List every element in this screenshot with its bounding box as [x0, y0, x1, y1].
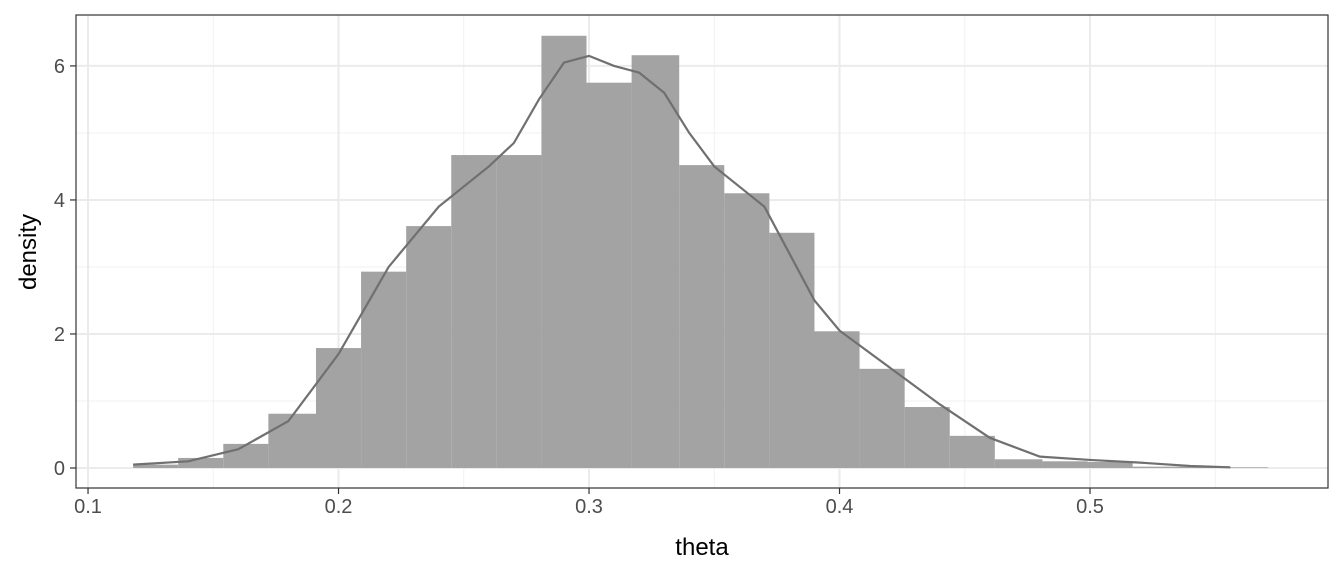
histogram-bar	[994, 459, 1043, 468]
histogram-bar	[724, 193, 770, 468]
y-tick-label: 6	[54, 56, 65, 78]
histogram-bar	[361, 271, 407, 468]
histogram-bar	[541, 35, 587, 468]
histogram-bar	[451, 155, 497, 468]
y-tick-label: 2	[54, 324, 65, 346]
x-axis-title: theta	[675, 534, 729, 561]
histogram-bar	[178, 457, 224, 468]
histogram-bar	[859, 368, 905, 468]
y-axis-title: density	[15, 214, 42, 290]
histogram-bar	[406, 226, 452, 468]
panel-border	[75, 14, 1329, 489]
histogram-bar	[1132, 466, 1178, 468]
histogram-bar	[586, 82, 632, 468]
x-tick-label: 0.3	[575, 496, 603, 518]
histogram-bar	[949, 435, 995, 468]
x-tick-label: 0.1	[74, 496, 102, 518]
histogram-bar	[769, 232, 815, 468]
histogram-bar	[679, 165, 725, 468]
histogram-bar	[631, 55, 680, 468]
histogram-bar	[904, 407, 950, 468]
x-tick-label: 0.5	[1076, 496, 1104, 518]
histogram-bar	[315, 348, 362, 468]
x-tick-label: 0.4	[826, 496, 854, 518]
histogram-bar	[814, 331, 860, 468]
histogram-bar	[223, 443, 269, 468]
histogram-bar	[496, 155, 542, 468]
histogram-bar	[1087, 461, 1133, 468]
x-tick-label: 0.2	[325, 496, 353, 518]
histogram-bar	[268, 413, 316, 468]
y-tick-label: 0	[54, 458, 65, 480]
histogram-bar	[133, 464, 179, 468]
histogram-bar	[1042, 461, 1088, 468]
density-line	[133, 54, 1231, 469]
histogram-bar	[1222, 467, 1268, 468]
y-tick-label: 4	[54, 190, 65, 212]
